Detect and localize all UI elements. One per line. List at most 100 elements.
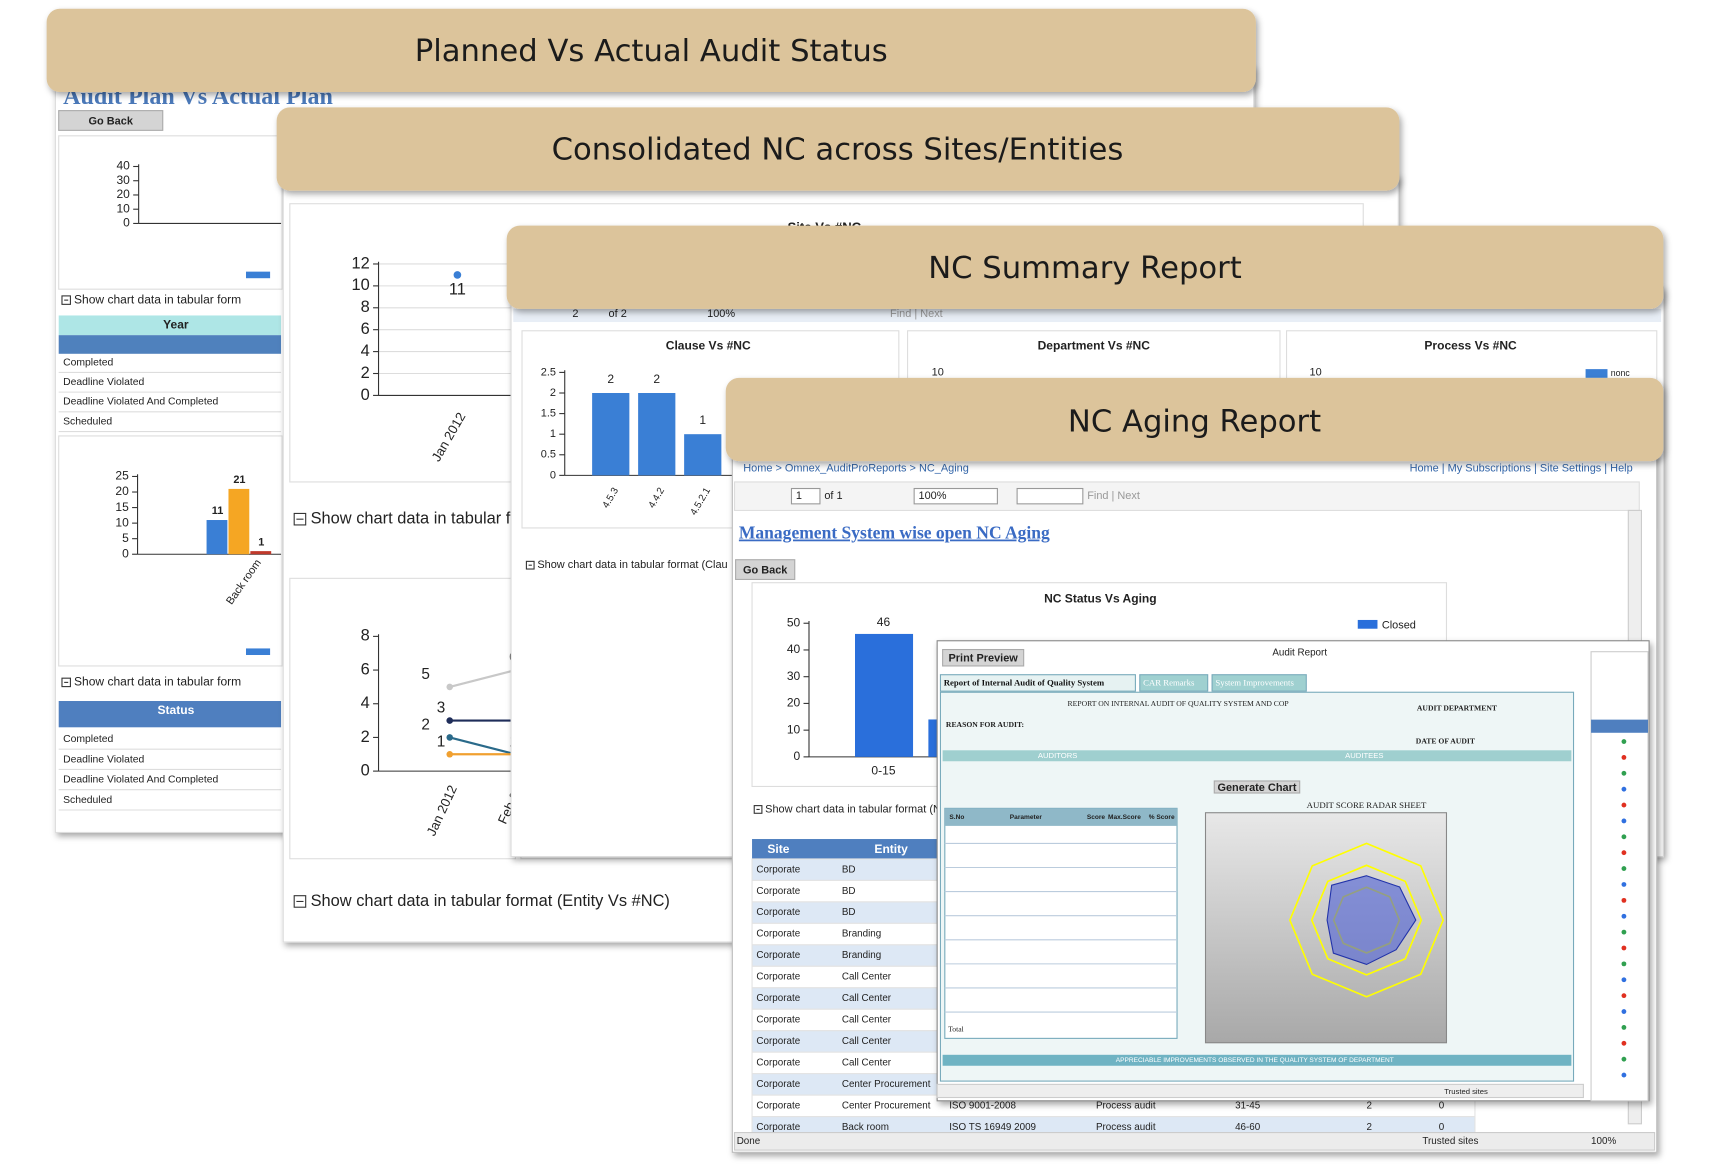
toggle-link[interactable]: Show chart data in tabular form <box>74 292 241 306</box>
table-cell: Process audit <box>1096 1122 1156 1133</box>
section-header: AUDITORS <box>1038 751 1077 760</box>
y-tick-label: 6 <box>361 320 370 338</box>
y-tick-label: 30 <box>787 669 801 683</box>
value-label: 1 <box>258 536 264 548</box>
zoom-value: 100% <box>919 490 947 502</box>
y-tick-label: 1.5 <box>541 407 556 419</box>
table-cell: Corporate <box>756 993 800 1004</box>
chart-title: Department Vs #NC <box>1038 338 1151 352</box>
y-tick-label: 0 <box>361 761 370 779</box>
banner: Consolidated NC across Sites/Entities <box>276 107 1400 191</box>
bar <box>250 551 272 555</box>
status-dot <box>1621 818 1627 824</box>
table-cell: BD <box>842 864 856 875</box>
toggle-link[interactable]: Show chart data in tabular f <box>311 510 511 528</box>
banner-bg <box>725 377 1664 462</box>
status-dot <box>1621 850 1627 856</box>
y-tick-label: 4 <box>361 694 370 712</box>
legend-label: nonc <box>1611 368 1631 378</box>
status-dot <box>1621 866 1627 872</box>
table-header: Parameter <box>1010 814 1043 821</box>
y-tick-label: 5 <box>122 531 129 545</box>
value-label: 46 <box>877 615 891 629</box>
chart-title: Process Vs #NC <box>1424 338 1517 352</box>
toggle-link[interactable]: Show chart data in tabular format (Clau <box>537 559 727 571</box>
banner-title: NC Summary Report <box>928 251 1242 286</box>
table-cell: Corporate <box>756 950 800 961</box>
table-cell: Back room <box>842 1122 889 1133</box>
status-dot <box>1621 913 1627 919</box>
section-header: AUDITEES <box>1345 751 1383 760</box>
tab[interactable]: System Improvements <box>1215 677 1294 687</box>
y-tick-label: 20 <box>787 696 801 710</box>
table-cell: 2 <box>1367 1100 1372 1111</box>
button-label[interactable]: Generate Chart <box>1217 782 1296 794</box>
bar <box>206 520 228 555</box>
value-label: 11 <box>449 281 466 299</box>
y-tick-label: 2 <box>550 387 556 399</box>
table-cell: Scheduled <box>63 795 112 806</box>
toggle-link[interactable]: Show chart data in tabular format (Entit… <box>311 892 670 910</box>
y-tick-label: 0 <box>122 546 129 560</box>
banner-title: NC Aging Report <box>1068 404 1321 439</box>
table-cell: Corporate <box>756 929 800 940</box>
breadcrumb: Home > Omnex_AuditProReports > NC_Aging <box>743 463 969 475</box>
button <box>1213 780 1301 794</box>
side-header <box>1591 719 1649 733</box>
line <box>449 669 515 688</box>
value-label: 1 <box>699 413 706 427</box>
table-cell: Deadline Violated And Completed <box>63 775 218 786</box>
button-label[interactable]: Print Preview <box>948 653 1018 665</box>
y-tick-label: 2 <box>361 728 370 746</box>
table-cell: Corporate <box>756 1036 800 1047</box>
toggle-link[interactable]: Show chart data in tabular form <box>74 675 241 689</box>
zoom-select: 100% <box>707 308 735 320</box>
table-cell: Branding <box>842 929 881 940</box>
radar-area <box>1326 875 1417 966</box>
toggle-link[interactable]: Show chart data in tabular format (N <box>765 803 941 815</box>
window-title: Audit Report <box>1272 647 1327 658</box>
table-cell: Call Center <box>842 972 892 983</box>
value-label: 5 <box>421 666 430 683</box>
table-cell: Corporate <box>756 972 800 983</box>
button-label[interactable]: Go Back <box>743 565 788 577</box>
button-label[interactable]: Go Back <box>89 115 134 127</box>
table-header: S.No <box>949 814 964 821</box>
y-tick-label: 2 <box>361 364 370 382</box>
tab[interactable]: CAR Remarks <box>1143 677 1195 687</box>
status-bar <box>733 1132 1656 1151</box>
value-label: 2 <box>421 716 430 733</box>
table-cell: 46-60 <box>1235 1122 1261 1133</box>
y-tick-label: 0 <box>794 749 801 763</box>
bar <box>684 434 722 476</box>
y-tick-label: 4 <box>361 342 370 360</box>
y-tick-label: 0 <box>550 469 556 481</box>
point <box>446 683 454 691</box>
chart-box <box>58 135 283 290</box>
bar <box>638 393 676 476</box>
table-cell: Deadline Violated <box>63 377 144 388</box>
point <box>446 750 454 758</box>
find-link: Find | Next <box>890 308 943 320</box>
table-cell: Branding <box>842 950 881 961</box>
y-tick-label: 50 <box>787 615 801 629</box>
date-label: DATE OF AUDIT <box>1416 736 1475 745</box>
table-cell: Corporate <box>756 864 800 875</box>
status-dot <box>1621 1056 1627 1062</box>
status-dot <box>1621 961 1627 967</box>
table-header <box>752 839 943 861</box>
value-label: 1 <box>437 733 446 750</box>
legend-label: Closed <box>1382 619 1416 631</box>
table-subheader <box>58 335 282 354</box>
table-cell: ISO 9001-2008 <box>949 1100 1016 1111</box>
tab[interactable]: Report of Internal Audit of Quality Syst… <box>944 677 1105 687</box>
table-cell: Corporate <box>756 1122 800 1133</box>
banner-title: Planned Vs Actual Audit Status <box>415 34 888 69</box>
page-box: 2 <box>572 308 578 320</box>
table-cell: Corporate <box>756 886 800 897</box>
status-dot <box>1621 1025 1627 1030</box>
side-list <box>1590 651 1649 1102</box>
find-box <box>1016 487 1084 505</box>
